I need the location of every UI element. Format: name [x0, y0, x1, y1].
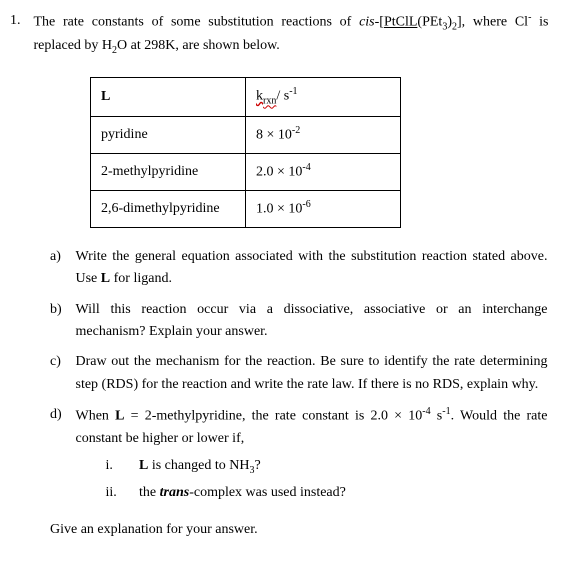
- question-number: 1.: [10, 10, 30, 32]
- part-b: b) Will this reaction occur via a dissoc…: [50, 299, 550, 344]
- table-header-row: L krxn/ s-1: [91, 78, 401, 116]
- data-table-container: L krxn/ s-1 pyridine 8 × 10-2 2-methylpy…: [90, 77, 550, 228]
- table-row: 2-methylpyridine 2.0 × 10-4: [91, 153, 401, 190]
- header-rate: krxn/ s-1: [246, 78, 401, 116]
- part-d-i: i. L is changed to NH3?: [106, 455, 548, 479]
- part-c: c) Draw out the mechanism for the reacti…: [50, 351, 550, 396]
- sub-questions: a) Write the general equation associated…: [50, 246, 550, 509]
- inner-list: i. L is changed to NH3? ii. the trans-co…: [106, 455, 548, 505]
- table-row: pyridine 8 × 10-2: [91, 116, 401, 153]
- header-ligand: L: [91, 78, 246, 116]
- final-instruction: Give an explanation for your answer.: [50, 519, 550, 541]
- table-row: 2,6-dimethylpyridine 1.0 × 10-6: [91, 190, 401, 227]
- rate-constants-table: L krxn/ s-1 pyridine 8 × 10-2 2-methylpy…: [90, 77, 401, 228]
- question-block: 1. The rate constants of some substituti…: [10, 10, 550, 59]
- part-d-ii: ii. the trans-complex was used instead?: [106, 482, 548, 504]
- part-d: d) When L = 2-methylpyridine, the rate c…: [50, 404, 550, 509]
- question-intro: The rate constants of some substitution …: [34, 10, 549, 59]
- part-a: a) Write the general equation associated…: [50, 246, 550, 291]
